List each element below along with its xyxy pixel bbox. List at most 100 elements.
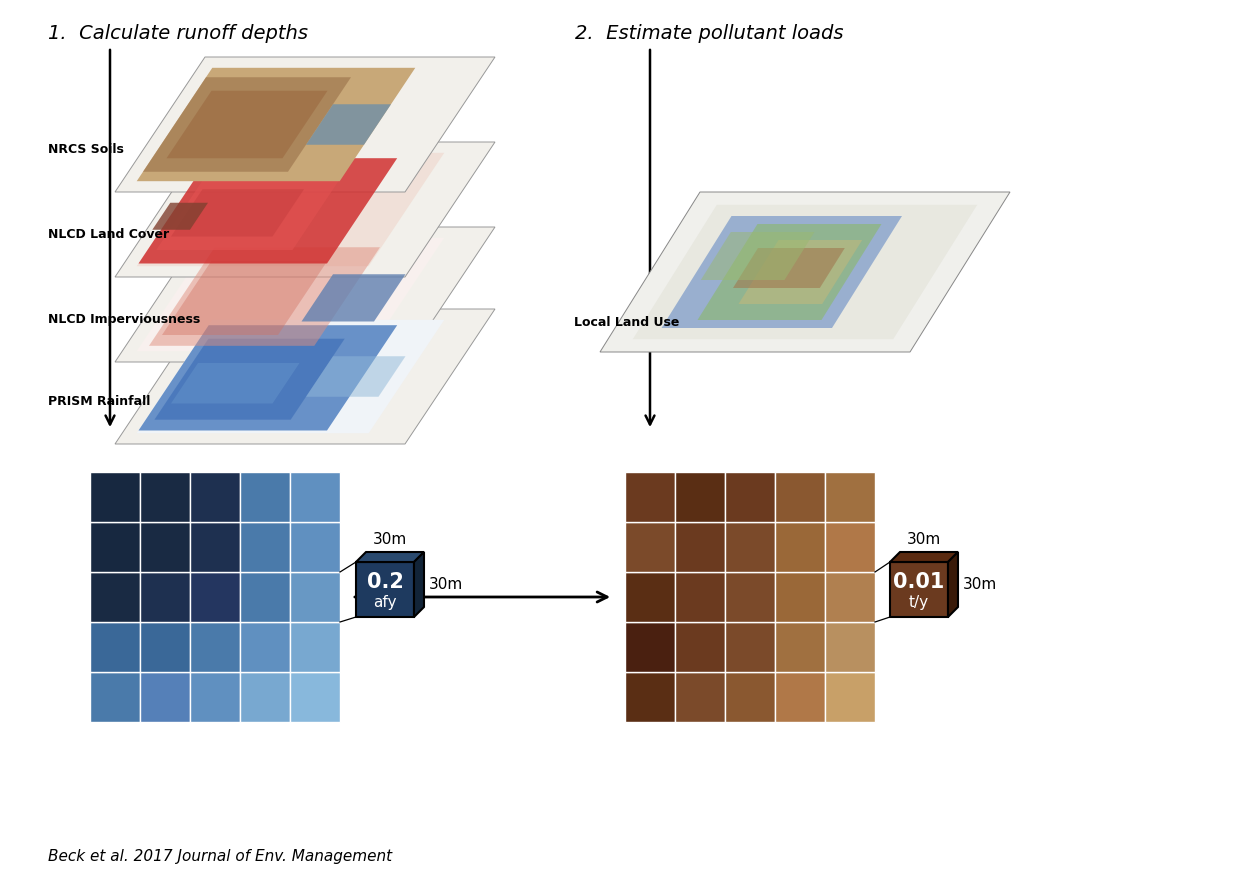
Polygon shape — [739, 240, 863, 304]
Bar — [775, 572, 825, 622]
Polygon shape — [139, 158, 397, 263]
Text: Local Land Use: Local Land Use — [573, 316, 680, 328]
Bar — [725, 572, 775, 622]
Polygon shape — [139, 326, 397, 431]
Polygon shape — [136, 153, 444, 266]
Bar — [625, 672, 675, 722]
Text: 30m: 30m — [906, 532, 942, 547]
Bar — [625, 572, 675, 622]
Bar — [675, 472, 725, 522]
Text: 30m: 30m — [429, 577, 463, 592]
Text: 1.  Calculate runoff depths: 1. Calculate runoff depths — [48, 24, 308, 43]
Polygon shape — [600, 192, 1010, 352]
Polygon shape — [136, 320, 444, 434]
Bar — [625, 472, 675, 522]
Polygon shape — [172, 363, 299, 403]
Text: NLCD Imperviousness: NLCD Imperviousness — [48, 313, 200, 326]
Text: 0.01: 0.01 — [894, 573, 945, 592]
Bar — [240, 472, 290, 522]
Bar — [140, 522, 190, 572]
Bar — [775, 472, 825, 522]
Bar — [190, 522, 240, 572]
Bar — [825, 472, 875, 522]
Bar — [190, 472, 240, 522]
Bar — [190, 572, 240, 622]
Bar — [675, 622, 725, 672]
Bar — [825, 522, 875, 572]
Bar — [190, 622, 240, 672]
Bar — [775, 672, 825, 722]
Polygon shape — [149, 247, 381, 346]
Bar — [890, 562, 948, 617]
Bar — [140, 572, 190, 622]
Bar — [90, 522, 140, 572]
Bar — [675, 522, 725, 572]
Polygon shape — [143, 78, 351, 172]
Polygon shape — [890, 552, 958, 562]
Polygon shape — [732, 248, 845, 288]
Bar — [140, 622, 190, 672]
Bar — [625, 522, 675, 572]
Bar — [140, 672, 190, 722]
Text: 30m: 30m — [963, 577, 998, 592]
Polygon shape — [632, 205, 978, 339]
Bar — [825, 622, 875, 672]
Bar — [725, 522, 775, 572]
Polygon shape — [414, 552, 424, 617]
Bar — [90, 572, 140, 622]
Polygon shape — [153, 202, 208, 230]
Polygon shape — [136, 238, 444, 351]
Polygon shape — [115, 227, 495, 362]
Text: Beck et al. 2017 Journal of Env. Management: Beck et al. 2017 Journal of Env. Managem… — [48, 849, 392, 864]
Text: 0.2: 0.2 — [367, 573, 403, 592]
Polygon shape — [701, 232, 815, 280]
Bar — [825, 572, 875, 622]
Bar — [356, 562, 414, 617]
Polygon shape — [661, 216, 901, 328]
Polygon shape — [136, 68, 416, 181]
Bar — [675, 672, 725, 722]
Polygon shape — [167, 91, 328, 158]
Bar — [240, 622, 290, 672]
Text: NLCD Land Cover: NLCD Land Cover — [48, 228, 169, 241]
Bar — [140, 472, 190, 522]
Polygon shape — [115, 309, 495, 444]
Bar — [240, 572, 290, 622]
Bar — [625, 622, 675, 672]
Bar — [240, 672, 290, 722]
Text: afy: afy — [373, 595, 397, 609]
Polygon shape — [162, 260, 328, 335]
Polygon shape — [356, 552, 424, 562]
Text: NRCS Soils: NRCS Soils — [48, 143, 124, 156]
Bar — [290, 522, 341, 572]
Bar — [90, 622, 140, 672]
Bar — [725, 622, 775, 672]
Bar — [290, 572, 341, 622]
Bar — [675, 572, 725, 622]
Polygon shape — [948, 552, 958, 617]
Bar — [775, 522, 825, 572]
Polygon shape — [115, 142, 495, 277]
Polygon shape — [302, 274, 406, 321]
Bar — [290, 672, 341, 722]
Polygon shape — [305, 356, 406, 397]
Bar — [725, 472, 775, 522]
Bar — [90, 472, 140, 522]
Bar — [190, 672, 240, 722]
Polygon shape — [156, 176, 342, 250]
Text: 2.  Estimate pollutant loads: 2. Estimate pollutant loads — [575, 24, 844, 43]
Text: PRISM Rainfall: PRISM Rainfall — [48, 395, 150, 408]
Bar — [775, 622, 825, 672]
Bar — [725, 672, 775, 722]
Bar — [825, 672, 875, 722]
Bar — [240, 522, 290, 572]
Polygon shape — [305, 104, 391, 145]
Bar — [290, 472, 341, 522]
Text: 30m: 30m — [373, 532, 407, 547]
Polygon shape — [115, 57, 495, 192]
Polygon shape — [154, 339, 344, 420]
Polygon shape — [697, 224, 881, 320]
Bar — [90, 672, 140, 722]
Polygon shape — [172, 189, 304, 236]
Bar — [290, 622, 341, 672]
